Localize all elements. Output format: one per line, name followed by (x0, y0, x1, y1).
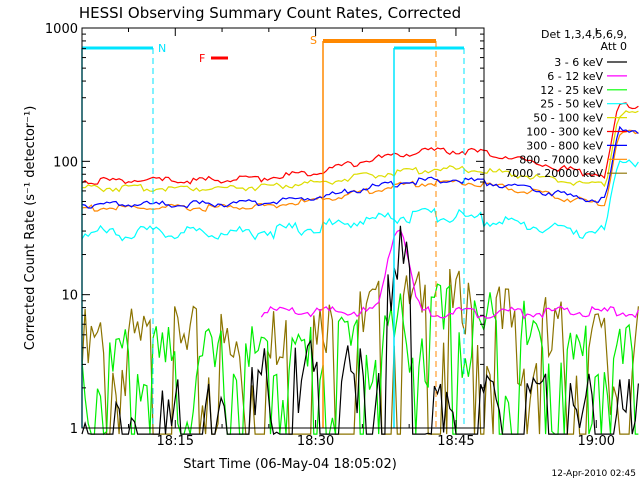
y-axis-label: Corrected Count Rate (s⁻¹ detector⁻¹) (23, 106, 38, 351)
legend-label: 25 - 50 keV (540, 98, 603, 111)
legend-label: 800 - 7000 keV (519, 153, 603, 166)
x-tick-label: 19:00 (578, 434, 615, 449)
x-tick-label: 18:45 (437, 434, 474, 449)
night-label: N (158, 42, 166, 55)
legend-title-line-2: Att 0 (601, 40, 627, 53)
legend-label: 6 - 12 keV (547, 70, 603, 83)
x-tick-label: 18:30 (297, 434, 334, 449)
y-tick-label: 1 (70, 422, 78, 437)
y-tick-label: 10 (61, 289, 78, 304)
legend-label: 50 - 100 keV (533, 112, 603, 125)
legend-label: 7000 - 20000 keV (505, 167, 603, 180)
series-line (260, 229, 639, 320)
chart-title: HESSI Observing Summary Count Rates, Cor… (79, 4, 461, 22)
series-line (81, 102, 639, 185)
series-line (81, 125, 639, 209)
saa-label: S (310, 34, 317, 47)
series-line (81, 268, 639, 435)
series-line (81, 225, 639, 436)
legend-label: 12 - 25 keV (540, 84, 603, 97)
x-tick-label: 18:15 (157, 434, 194, 449)
data-layer (81, 102, 639, 436)
legend-label: 3 - 6 keV (554, 56, 603, 69)
series-line (81, 129, 639, 212)
x-axis-label: Start Time (06-May-04 18:05:02) (183, 457, 397, 472)
plot-frame (81, 27, 485, 429)
legend-label: 300 - 800 keV (526, 139, 603, 152)
y-tick-label: 100 (53, 155, 78, 170)
axis-layer: 18:1518:3018:4519:0019:1519:3019:4511010… (45, 22, 615, 449)
overlay-layer: N S F (81, 34, 465, 428)
flare-label: F (199, 52, 205, 65)
legend-title-line-1: Det 1,3,4,5,6,9, (541, 28, 627, 41)
footer-date: 12-Apr-2010 02:45 (552, 469, 636, 479)
legend-label: 100 - 300 keV (526, 126, 603, 139)
y-tick-label: 1000 (45, 22, 78, 37)
series-line (81, 159, 639, 242)
series-line (81, 110, 639, 193)
series-line (81, 283, 639, 436)
